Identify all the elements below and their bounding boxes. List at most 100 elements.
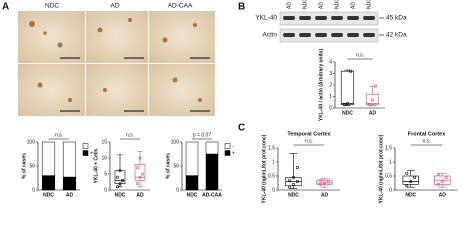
- figure: A B C NDC AD AD-CAA: [2, 0, 458, 203]
- bar-segment: [41, 175, 56, 191]
- data-point: [342, 103, 346, 107]
- blot-size: 45 kDa: [386, 15, 407, 22]
- data-point: [319, 178, 323, 182]
- annotation: n.s.: [55, 132, 63, 138]
- annotation: n.s.: [305, 138, 313, 144]
- box: [134, 164, 146, 181]
- y-tick-label: 100: [27, 139, 36, 145]
- y-tick-label: 0: [32, 187, 35, 193]
- data-point: [291, 182, 295, 186]
- data-point: [345, 101, 349, 105]
- y-tick-label: 2: [329, 82, 332, 88]
- y-tick-label: 4: [329, 59, 332, 65]
- y-tick-label: 1.5: [268, 145, 275, 151]
- box: [340, 70, 355, 105]
- data-point: [413, 175, 417, 179]
- y-axis-label: YKL-40 (ng/mL/tot prot.conc): [261, 134, 267, 203]
- column-header: NDC: [45, 3, 59, 10]
- lane-label: AD: [318, 2, 324, 9]
- x-tick-label: NDC: [405, 192, 416, 198]
- bar-segment: [41, 141, 56, 176]
- x-tick-label: NDC: [288, 192, 299, 198]
- data-point: [409, 180, 413, 184]
- data-point: [405, 171, 409, 175]
- legend-label: +: [90, 150, 93, 156]
- chart-title: Temporal Cortex: [287, 131, 331, 137]
- data-point: [295, 166, 299, 170]
- bar-segment: [185, 141, 199, 176]
- y-tick-label: 0: [389, 187, 392, 193]
- data-point: [136, 182, 140, 186]
- data-point: [288, 185, 292, 189]
- bar-segment: [185, 175, 199, 191]
- box: [114, 170, 126, 184]
- blot-size: 42 kDa: [386, 32, 407, 39]
- lane-label: NDC: [302, 0, 308, 9]
- column-header: AD-CAA: [168, 3, 193, 10]
- blot-row-label: Actin: [263, 32, 278, 39]
- column-header: AD: [110, 3, 119, 10]
- panel-label: B: [238, 2, 245, 13]
- blot-row-label: YKL-40: [255, 15, 277, 22]
- panel-label: C: [238, 123, 245, 134]
- data-point: [326, 180, 330, 184]
- legend-swatch: [224, 143, 231, 149]
- data-point: [440, 180, 444, 184]
- data-point: [370, 98, 374, 102]
- legend-label: -: [232, 143, 234, 149]
- y-tick-label: 50: [173, 163, 179, 169]
- data-point: [295, 180, 299, 184]
- lane-label: NDC: [334, 0, 340, 9]
- data-point: [141, 172, 145, 176]
- bar-segment: [62, 176, 77, 191]
- legend-label: -: [90, 143, 92, 149]
- data-point: [138, 175, 142, 179]
- x-tick-label: AD: [321, 192, 329, 198]
- box: [365, 93, 380, 105]
- y-tick-label: 100: [171, 139, 180, 145]
- chart-title: Frontal Cortex: [408, 131, 447, 137]
- y-tick-label: 15: [101, 139, 107, 145]
- data-point: [436, 182, 440, 186]
- data-point: [291, 175, 295, 179]
- y-axis-label: YKL-40 / actin (Arbitrary units): [318, 49, 324, 122]
- annotation: n.s.: [126, 132, 134, 138]
- y-tick-label: 3: [329, 71, 332, 77]
- y-axis-label: YKL-40 (ng/mL/tot prot.conc): [378, 134, 384, 203]
- annotation: p = 0.07: [193, 132, 211, 138]
- y-tick-label: 1: [389, 159, 392, 165]
- data-point: [138, 156, 142, 160]
- data-point: [367, 103, 371, 107]
- data-point: [121, 178, 125, 182]
- legend-swatch: [224, 150, 231, 156]
- x-tick-label: NDC: [342, 110, 353, 116]
- x-tick-label: NDC: [43, 192, 54, 198]
- legend-swatch: [82, 143, 89, 149]
- data-point: [436, 173, 440, 177]
- x-tick-label: AD-CAA: [202, 192, 222, 198]
- bar-segment: [205, 141, 219, 155]
- y-tick-label: 0.5: [385, 173, 392, 179]
- y-axis-label: % of cases: [165, 153, 171, 179]
- data-point: [118, 182, 122, 186]
- data-point: [116, 175, 120, 179]
- micrographs: [18, 11, 215, 116]
- y-axis-label: YKL-40 + Cells: [93, 148, 99, 183]
- y-tick-label: 0: [272, 187, 275, 193]
- x-tick-label: AD: [369, 110, 377, 116]
- western-blot: [279, 11, 384, 43]
- y-tick-label: 1: [272, 159, 275, 165]
- data-point: [349, 69, 353, 73]
- data-point: [136, 166, 140, 170]
- annotation: n.s.: [422, 138, 430, 144]
- y-tick-label: 10: [101, 155, 107, 161]
- bar-segment: [62, 141, 77, 178]
- data-point: [405, 184, 409, 188]
- data-point: [118, 169, 122, 173]
- lane-label: AD: [350, 2, 356, 9]
- data-point: [374, 84, 378, 88]
- data-point: [288, 178, 292, 182]
- x-tick-label: NDC: [115, 192, 126, 198]
- y-tick-label: 0: [104, 187, 107, 193]
- y-tick-label: 0.5: [268, 173, 275, 179]
